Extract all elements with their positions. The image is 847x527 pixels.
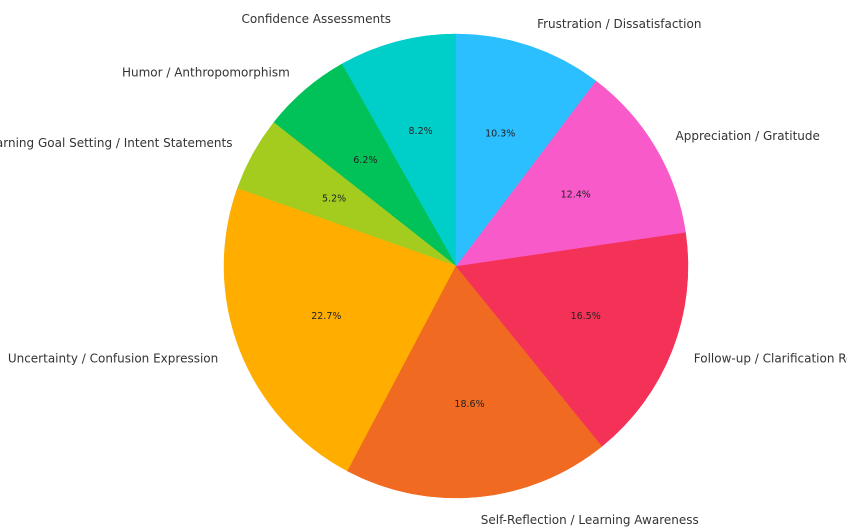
percent-label-confidence-assessments: 8.2% xyxy=(409,126,433,137)
percent-label-follow-up-clarification-requests: 16.5% xyxy=(571,311,601,322)
category-label-confidence-assessments: Confidence Assessments xyxy=(242,12,392,26)
category-label-self-reflection-learning-awareness: Self-Reflection / Learning Awareness xyxy=(481,513,699,527)
pie-slices xyxy=(223,33,689,499)
category-label-follow-up-clarification-requests: Follow-up / Clarification Requests xyxy=(694,352,847,366)
percent-label-humor-anthropomorphism: 6.2% xyxy=(353,155,377,166)
pie-slice-appreciation-gratitude xyxy=(455,80,686,267)
pie-slice-follow-up-clarification-requests xyxy=(455,231,689,447)
pie-slice-frustration-dissatisfaction xyxy=(455,33,597,267)
pie-slice-confidence-assessments xyxy=(341,33,457,267)
percent-label-appreciation-gratitude: 12.4% xyxy=(561,190,591,201)
pie-slice-self-reflection-learning-awareness xyxy=(347,265,603,499)
percent-label-learning-goal-setting-intent-statements: 5.2% xyxy=(322,193,346,204)
category-label-frustration-dissatisfaction: Frustration / Dissatisfaction xyxy=(537,17,701,31)
percent-label-frustration-dissatisfaction: 10.3% xyxy=(485,129,515,140)
pie-slice-uncertainty-confusion-expression xyxy=(223,188,457,472)
category-label-humor-anthropomorphism: Humor / Anthropomorphism xyxy=(122,65,290,79)
category-label-appreciation-gratitude: Appreciation / Gratitude xyxy=(676,129,820,143)
category-labels: Confidence Assessments Humor / Anthropomo… xyxy=(0,12,847,527)
category-label-uncertainty-confusion-expression: Uncertainty / Confusion Expression xyxy=(8,352,218,366)
percent-labels: 8.2% 6.2% 5.2% 22.7% 18.6% 16.5% 12.4% 10.3% xyxy=(311,126,601,410)
percent-label-uncertainty-confusion-expression: 22.7% xyxy=(311,311,341,322)
percent-label-self-reflection-learning-awareness: 18.6% xyxy=(454,399,484,410)
category-label-learning-goal-setting-intent-statements: Learning Goal Setting / Intent Statement… xyxy=(0,136,232,150)
